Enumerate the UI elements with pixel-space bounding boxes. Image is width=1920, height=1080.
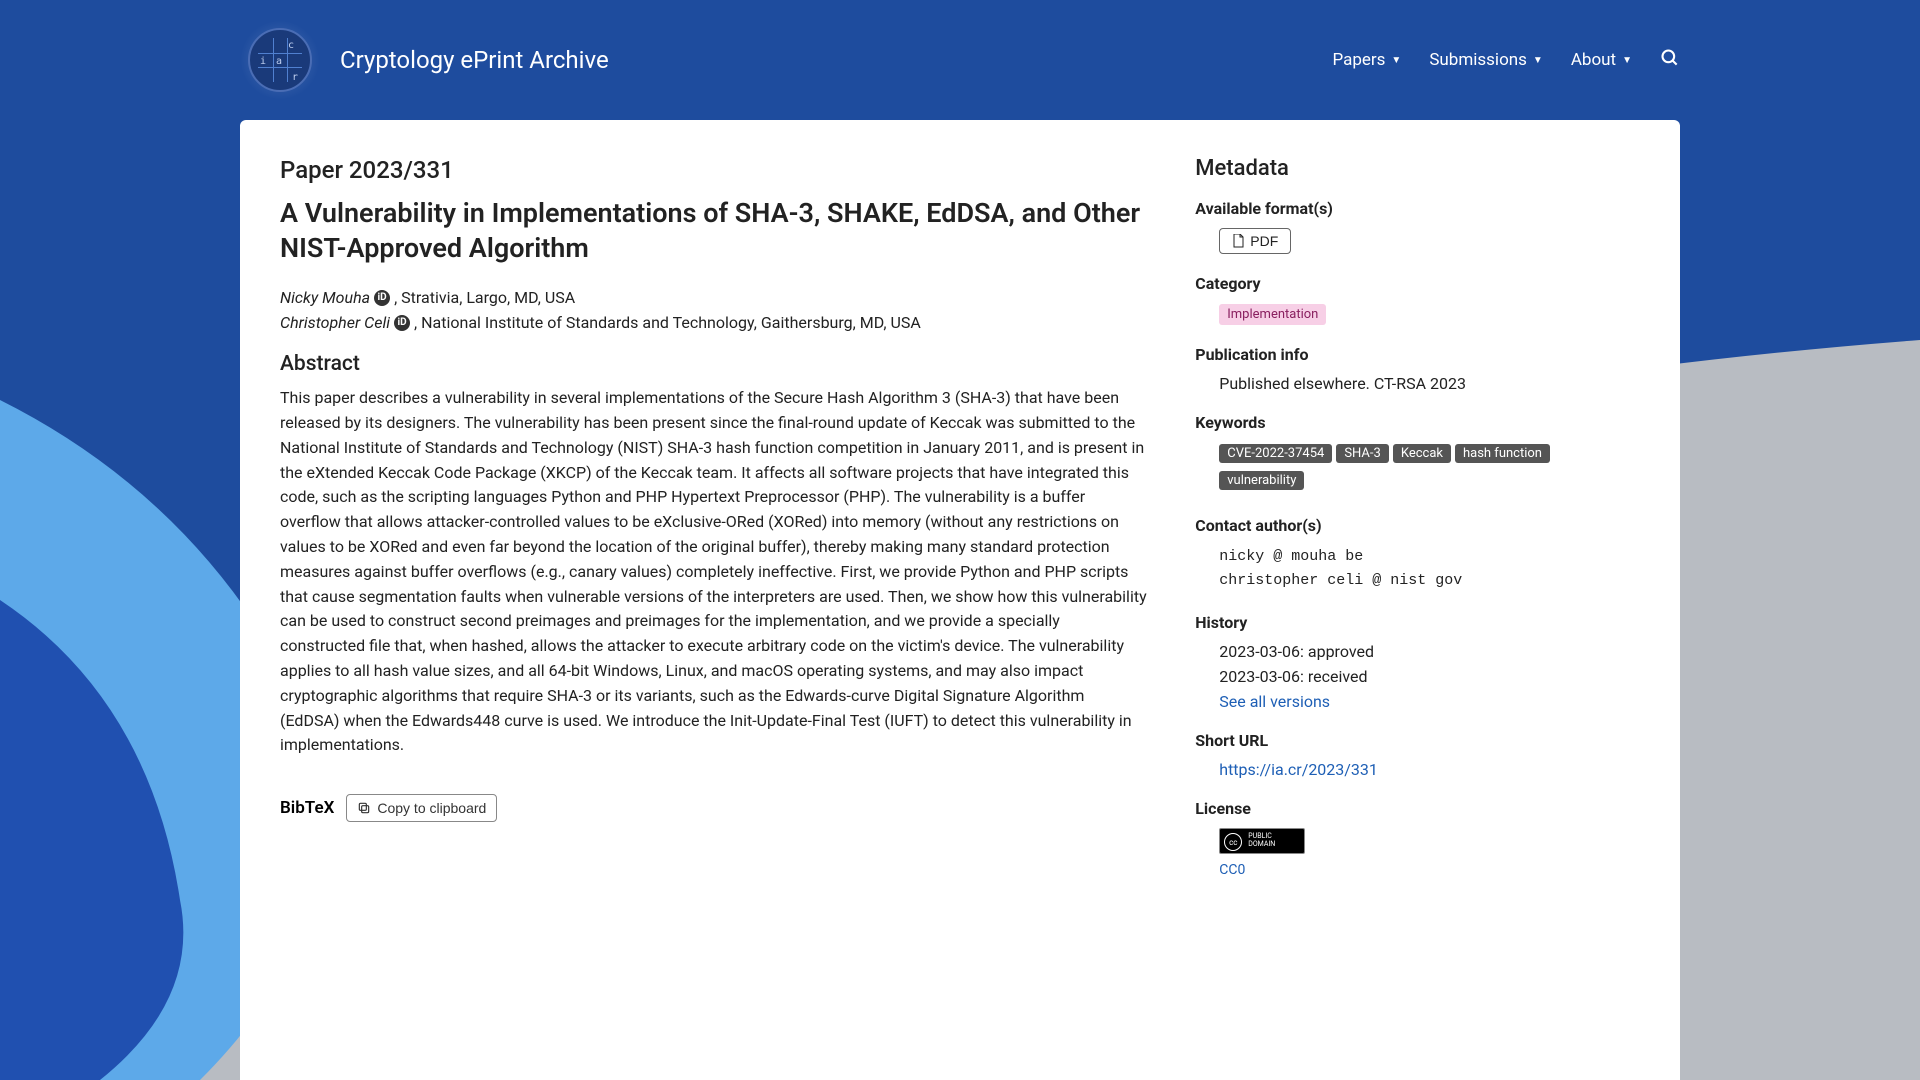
contact-line: christopher celi @ nist gov [1219,569,1640,593]
meta-pubinfo: Publication info Published elsewhere. CT… [1195,345,1640,393]
pdf-icon [1232,234,1244,248]
meta-shorturl: Short URL https://ia.cr/2023/331 [1195,731,1640,779]
author-name: Christopher Celi [280,313,390,332]
logo[interactable]: c i a r [240,20,320,100]
keyword-badge[interactable]: Keccak [1393,444,1451,463]
meta-license-heading: License [1195,799,1640,818]
nav-about[interactable]: About ▼ [1571,50,1632,70]
page-card: Paper 2023/331 A Vulnerability in Implem… [240,120,1680,1080]
caret-icon: ▼ [1533,55,1543,66]
author-line: Christopher Celi iD , National Institute… [280,313,1147,332]
orcid-icon[interactable]: iD [374,290,390,306]
metadata-column: Metadata Available format(s) PDF Categor… [1195,156,1640,1044]
abstract-text: This paper describes a vulnerability in … [280,386,1147,758]
main-column: Paper 2023/331 A Vulnerability in Implem… [280,156,1147,1044]
meta-keywords-heading: Keywords [1195,413,1640,432]
meta-pubinfo-heading: Publication info [1195,345,1640,364]
meta-shorturl-heading: Short URL [1195,731,1640,750]
license-link[interactable]: CC0 [1219,862,1640,878]
history-line: 2023-03-06: approved [1219,642,1640,661]
author-line: Nicky Mouha iD , Strativia, Largo, MD, U… [280,288,1147,307]
nav-papers-label: Papers [1332,50,1385,70]
orcid-icon[interactable]: iD [394,315,410,331]
meta-history-heading: History [1195,613,1640,632]
keyword-badge[interactable]: hash function [1455,444,1550,463]
meta-contacts: Contact author(s) nicky @ mouha be chris… [1195,516,1640,593]
keyword-badge[interactable]: CVE-2022-37454 [1219,444,1332,463]
meta-category: Category Implementation [1195,274,1640,325]
nav-papers[interactable]: Papers ▼ [1332,50,1401,70]
meta-category-heading: Category [1195,274,1640,293]
keyword-badge[interactable]: vulnerability [1219,471,1304,490]
nav-left: c i a r Cryptology ePrint Archive [240,20,609,100]
search-icon[interactable] [1660,48,1680,72]
bibtex-label: BibTeX [280,798,334,818]
caret-icon: ▼ [1622,55,1632,66]
nav-right: Papers ▼ Submissions ▼ About ▼ [1332,48,1680,72]
category-badge[interactable]: Implementation [1219,304,1326,325]
pdf-button[interactable]: PDF [1219,228,1291,254]
author-affiliation: , Strativia, Largo, MD, USA [394,288,575,307]
meta-history: History 2023-03-06: approved 2023-03-06:… [1195,613,1640,711]
author-name: Nicky Mouha [280,288,370,307]
nav-submissions-label: Submissions [1429,50,1527,70]
bibtex-row: BibTeX Copy to clipboard [280,794,1147,822]
pubinfo-text: Published elsewhere. CT-RSA 2023 [1195,374,1640,393]
paper-title: A Vulnerability in Implementations of SH… [280,196,1147,266]
license-badge[interactable]: cc PUBLICDOMAIN [1219,828,1305,854]
copy-icon [357,801,371,815]
contact-line: nicky @ mouha be [1219,545,1640,569]
metadata-heading: Metadata [1195,156,1640,181]
history-line: 2023-03-06: received [1219,667,1640,686]
authors: Nicky Mouha iD , Strativia, Largo, MD, U… [280,288,1147,332]
meta-license: License cc PUBLICDOMAIN CC0 [1195,799,1640,878]
nav-submissions[interactable]: Submissions ▼ [1429,50,1543,70]
copy-bibtex-label: Copy to clipboard [377,800,486,816]
brand-title[interactable]: Cryptology ePrint Archive [340,46,609,74]
short-url-link[interactable]: https://ia.cr/2023/331 [1219,760,1378,779]
meta-contacts-heading: Contact author(s) [1195,516,1640,535]
keyword-badge[interactable]: SHA-3 [1336,444,1389,463]
meta-keywords: Keywords CVE-2022-37454SHA-3Keccakhash f… [1195,413,1640,496]
paper-id: Paper 2023/331 [280,156,1147,184]
author-affiliation: , National Institute of Standards and Te… [414,313,921,332]
copy-bibtex-button[interactable]: Copy to clipboard [346,794,497,822]
abstract-heading: Abstract [280,352,1147,376]
pdf-label: PDF [1250,233,1278,249]
see-all-versions-link[interactable]: See all versions [1219,692,1640,711]
caret-icon: ▼ [1391,55,1401,66]
meta-formats: Available format(s) PDF [1195,199,1640,254]
nav-about-label: About [1571,50,1616,70]
navbar: c i a r Cryptology ePrint Archive Papers… [0,0,1920,120]
meta-formats-heading: Available format(s) [1195,199,1640,218]
